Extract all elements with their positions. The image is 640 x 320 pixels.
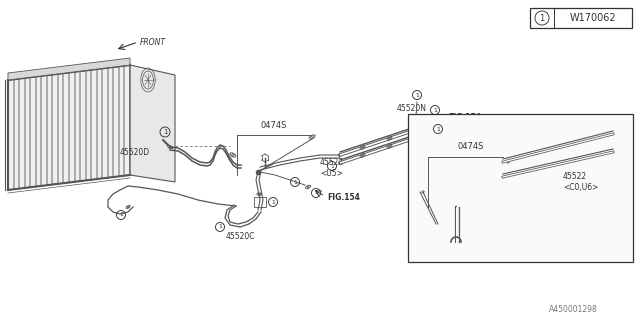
Text: FIG.154: FIG.154 — [327, 193, 360, 202]
Text: 45520C: 45520C — [225, 232, 255, 241]
Text: 0474S: 0474S — [458, 142, 484, 151]
Text: 1: 1 — [271, 199, 275, 204]
Text: 0474S: 0474S — [260, 121, 287, 130]
Text: 1: 1 — [218, 225, 222, 229]
Text: 1: 1 — [540, 13, 545, 22]
Text: A450001298: A450001298 — [549, 305, 598, 314]
Text: 45520D: 45520D — [120, 148, 150, 156]
Text: 45522
<U5>: 45522 <U5> — [320, 158, 344, 178]
Text: 1: 1 — [293, 180, 297, 185]
Text: 1: 1 — [163, 129, 167, 135]
Text: 45520D: 45520D — [440, 131, 470, 140]
Text: 1: 1 — [330, 164, 334, 169]
Text: 1: 1 — [415, 92, 419, 98]
FancyBboxPatch shape — [408, 114, 633, 262]
Polygon shape — [130, 65, 175, 182]
Text: 1: 1 — [433, 108, 437, 113]
Text: 45522
<C0,U6>: 45522 <C0,U6> — [563, 172, 598, 192]
Text: 1: 1 — [119, 212, 123, 218]
Text: 45520N: 45520N — [397, 103, 427, 113]
Polygon shape — [8, 58, 130, 80]
Text: 1: 1 — [436, 126, 440, 132]
Text: FRONT: FRONT — [140, 37, 166, 46]
Text: FIG.154: FIG.154 — [448, 113, 481, 122]
Polygon shape — [8, 65, 130, 190]
Text: W170062: W170062 — [570, 13, 616, 23]
Text: 1: 1 — [314, 190, 318, 196]
